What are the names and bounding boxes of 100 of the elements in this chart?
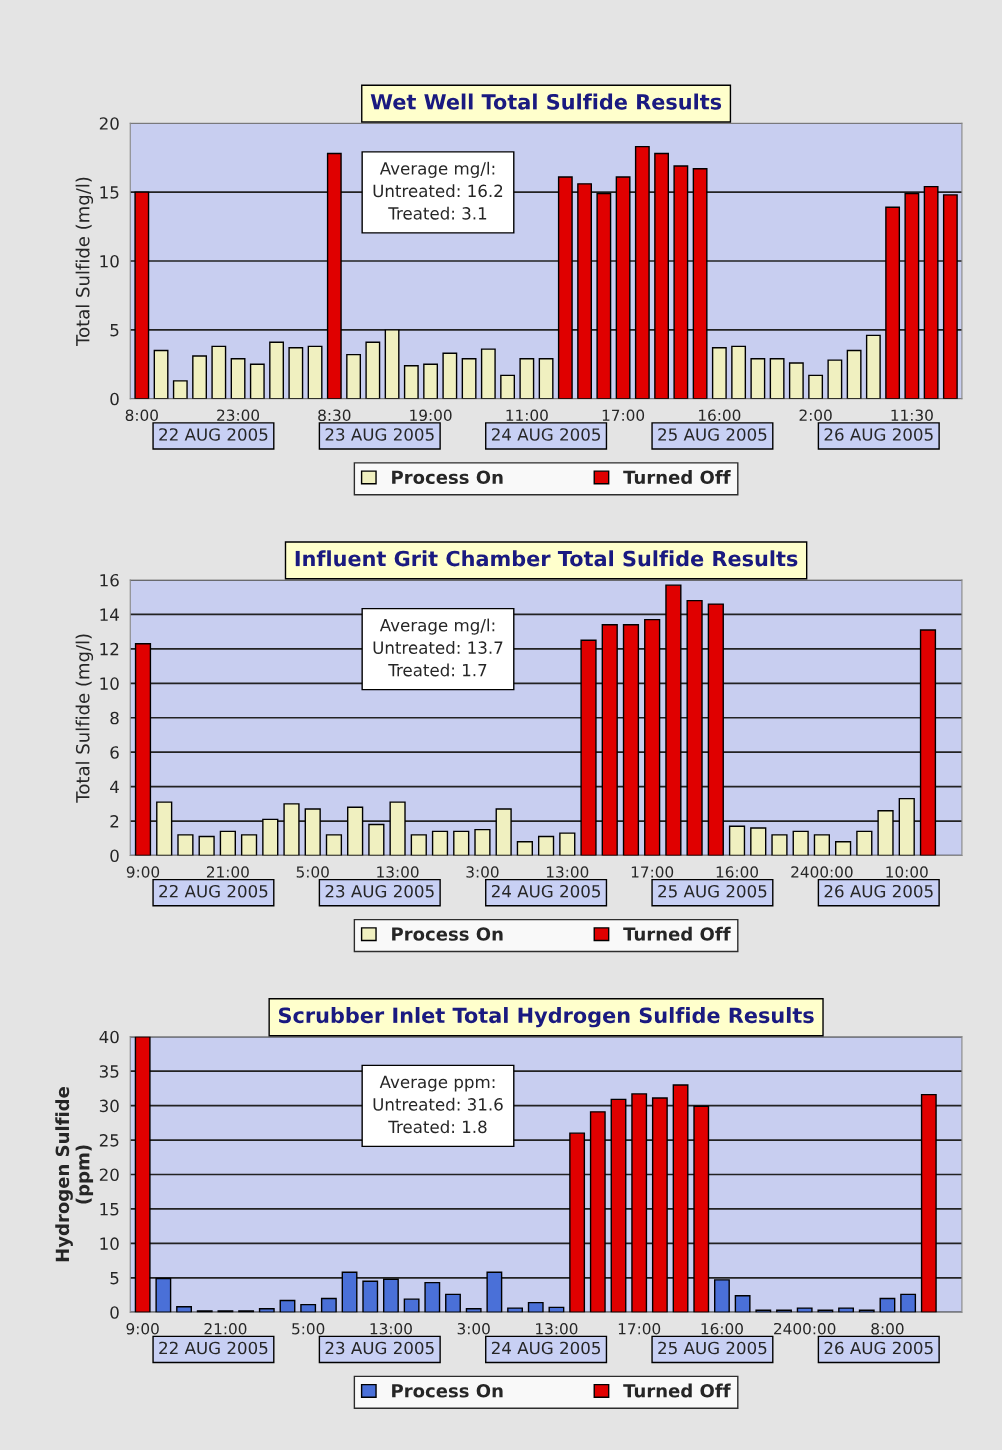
bar (672, 1084, 689, 1313)
y-tick-label: 20 (99, 1168, 119, 1182)
bar (423, 363, 439, 399)
bar (920, 1093, 937, 1313)
x-tick-label: 9:00 (126, 866, 160, 878)
y-axis-title: Total Sulfide (mg/l) (75, 177, 94, 346)
bar (445, 1293, 461, 1313)
bar (153, 349, 169, 399)
y-tick-label: 30 (99, 1099, 119, 1113)
bar (856, 830, 873, 856)
bar (580, 639, 597, 856)
bar (176, 1306, 192, 1313)
bar (827, 359, 843, 399)
y-tick-label: 25 (99, 1134, 119, 1147)
text: 24 AUG 2005 (491, 1341, 600, 1355)
bar (410, 834, 427, 856)
bar (500, 374, 516, 399)
bar (644, 618, 661, 856)
bar (279, 1299, 296, 1313)
x-tick-label: 2400:00 (791, 866, 853, 878)
y-tick-label: 6 (110, 746, 119, 759)
bar (134, 191, 150, 399)
text: 23 AUG 2005 (325, 1341, 434, 1355)
x-tick-label: 16:00 (699, 409, 741, 421)
x-tick-label: 19:00 (410, 409, 452, 421)
bar (919, 629, 937, 856)
x-tick-label: 17:00 (618, 1322, 661, 1335)
y-tick-label: 10 (100, 1237, 119, 1250)
bar (537, 835, 555, 856)
bar (865, 334, 881, 399)
bar (904, 192, 920, 399)
bar (771, 834, 788, 856)
y-tick-label: 20 (99, 117, 119, 130)
x-tick-label: 5:00 (292, 1322, 325, 1335)
chart-title: Scrubber Inlet Total Hydrogen Sulfide Results (278, 1007, 814, 1028)
bar (559, 832, 576, 856)
bar (792, 830, 809, 856)
text: 22 AUG 2005 (159, 428, 268, 441)
x-tick-label: 11:30 (891, 409, 933, 421)
x-tick-label: 21:00 (204, 1322, 247, 1335)
x-tick-label: 13:00 (536, 1322, 578, 1335)
x-tick-label: 5:00 (296, 866, 329, 878)
y-tick-label: 5 (110, 1271, 119, 1285)
bar (453, 830, 470, 856)
bar (788, 362, 804, 399)
bar (258, 1308, 275, 1313)
bar (346, 353, 362, 399)
bar (474, 828, 491, 856)
bar (755, 1309, 772, 1313)
bar (288, 347, 304, 399)
x-tick-label: 11:00 (506, 409, 548, 421)
text: 23 AUG 2005 (325, 884, 434, 898)
bar (858, 1309, 875, 1313)
bar (898, 797, 915, 856)
text: 25 AUG 2005 (658, 884, 767, 898)
bar (665, 584, 682, 856)
y-tick-label: 0 (110, 1306, 119, 1319)
annotation: Treated: 1.8 (388, 1120, 487, 1134)
bar (325, 834, 343, 856)
bar (731, 345, 747, 399)
bar (693, 1105, 710, 1313)
bar (728, 825, 746, 856)
bar (461, 358, 477, 399)
bar (368, 823, 385, 856)
y-axis-title: Hydrogen Sulfide (ppm) (55, 1087, 94, 1262)
bar (846, 349, 862, 399)
y-tick-label: 10 (100, 254, 119, 268)
y-tick-label: 10 (100, 677, 119, 690)
bar (900, 1293, 917, 1313)
bar (651, 1097, 668, 1313)
bar (750, 827, 767, 856)
legend-label: Process On (392, 1383, 503, 1398)
bar (877, 810, 894, 856)
bar (431, 830, 449, 856)
x-tick-label: 8:00 (871, 1322, 904, 1335)
bar (382, 1278, 399, 1313)
annotation: Average mg/l: (379, 618, 495, 635)
bar (262, 818, 279, 856)
bar (838, 1307, 855, 1313)
x-tick-label: 3:00 (457, 1322, 490, 1335)
x-tick-label: 2:00 (799, 409, 832, 421)
bar (155, 1277, 172, 1313)
bar (923, 185, 939, 399)
bar (622, 624, 640, 856)
annotation: Treated: 3.1 (388, 206, 487, 220)
y-tick-label: 2 (110, 815, 119, 828)
bar (480, 348, 496, 399)
annotation: Untreated: 13.7 (373, 641, 503, 654)
x-tick-label: 13:00 (370, 1322, 412, 1335)
legend-label: Turned Off (623, 926, 731, 941)
bar (527, 1301, 544, 1313)
bar (654, 152, 670, 399)
bar (320, 1297, 337, 1313)
bar (304, 808, 321, 856)
bar (211, 345, 227, 399)
bar (219, 830, 236, 856)
x-tick-label: 10:00 (886, 866, 928, 878)
bar (686, 599, 703, 856)
bar (885, 206, 901, 399)
bar (634, 145, 650, 399)
